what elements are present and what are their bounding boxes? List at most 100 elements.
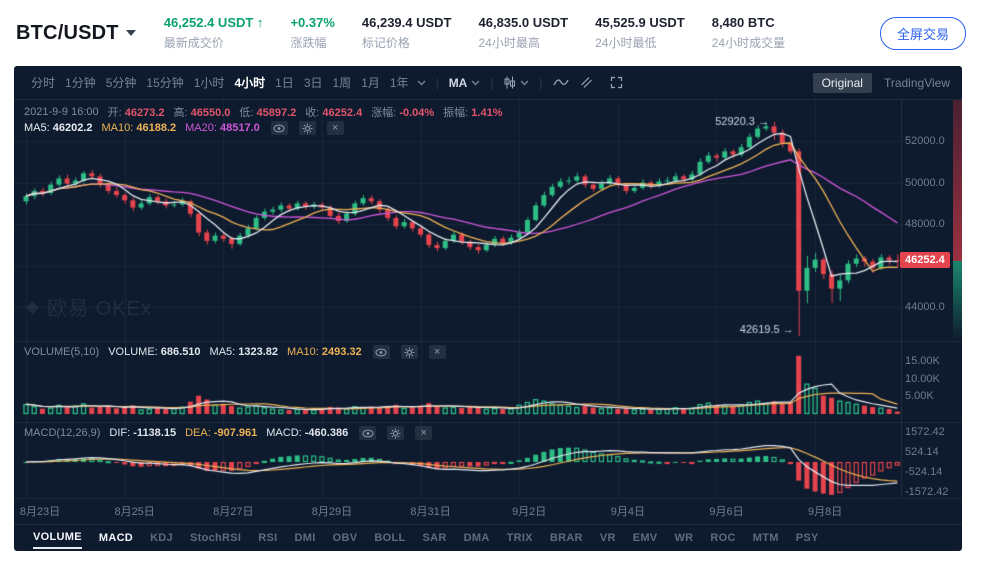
eye-icon[interactable]: [359, 426, 377, 440]
chart-type-dropdown[interactable]: [503, 76, 529, 89]
axis-tick-label: 52000.0: [905, 135, 945, 147]
legend-field: MA20: 48517.0: [185, 122, 260, 134]
indicator-line-icon[interactable]: [553, 78, 569, 87]
axis-tick-label: 8月29日: [311, 506, 353, 518]
tab-emv[interactable]: EMV: [632, 531, 658, 544]
stat-label: 24小时成交量: [711, 36, 786, 50]
chart-toolbar: 分时 1分钟 5分钟 15分钟 1小时 4小时 1日 3日 1周 1月 1年 | MA | | Or…: [14, 66, 962, 100]
timeframe-1分钟[interactable]: 1分钟: [65, 76, 96, 90]
axis-tick-label: 8月31日: [410, 506, 451, 518]
volume-legend: VOLUME(5,10) VOLUME: 686.510 MA5: 1323.82…: [24, 345, 446, 359]
tab-wr[interactable]: WR: [674, 531, 694, 544]
ma-legend: MA5: 46202.2 MA10: 46188.2 MA20: 48517.0 ×: [24, 121, 344, 135]
market-stat: 45,525.9 USDT 24小时最低: [595, 15, 685, 51]
stat-value: 46,252.4 USDT ↑: [163, 15, 264, 30]
market-stat: 46,252.4 USDT ↑ 最新成交价: [164, 15, 264, 51]
tab-trix[interactable]: TRIX: [506, 531, 533, 544]
chart-panel: 分时 1分钟 5分钟 15分钟 1小时 4小时 1日 3日 1周 1月 1年 | MA | | Or…: [14, 66, 962, 551]
ask-depth-band: [953, 100, 962, 261]
stat-label: 24小时最低: [595, 36, 657, 50]
market-stat: 8,480 BTC 24小时成交量: [712, 15, 785, 51]
chart-area: ◆ 欧易 OKEx 2021-9-9 16:00 开: 46273.2 高: 46…: [14, 100, 962, 524]
eye-icon[interactable]: [270, 121, 288, 135]
close-icon[interactable]: ×: [428, 345, 446, 359]
close-icon[interactable]: ×: [415, 426, 433, 440]
timeframe-1日[interactable]: 1日: [275, 76, 294, 90]
legend-field: 振幅: 1.41%: [443, 107, 503, 119]
toolbar-divider: |: [435, 75, 439, 90]
expand-chart-icon[interactable]: [610, 76, 623, 89]
market-stat: +0.37% 涨跌幅: [290, 15, 334, 51]
chart-mode-tradingview[interactable]: TradingView: [883, 75, 950, 90]
timeframe-dropdown[interactable]: [417, 80, 426, 86]
market-stat: 46,835.0 USDT 24小时最高: [479, 15, 569, 51]
timeframe-15分钟[interactable]: 15分钟: [146, 76, 184, 90]
tab-roc[interactable]: ROC: [710, 531, 736, 544]
tab-macd[interactable]: MACD: [98, 531, 134, 544]
axis-tick-label: 9月4日: [610, 506, 645, 518]
tab-kdj[interactable]: KDJ: [150, 531, 173, 544]
axis-tick-label: 8月25日: [114, 506, 155, 518]
legend-field: 高: 46550.0: [173, 107, 231, 119]
timeframe-分时[interactable]: 分时: [31, 76, 56, 90]
current-price-label: 46252.4: [900, 251, 950, 268]
legend-field: 涨幅: -0.04%: [371, 107, 435, 119]
timeframe-3日[interactable]: 3日: [303, 76, 323, 90]
close-icon[interactable]: ×: [326, 121, 344, 135]
market-stat: 46,239.4 USDT 标记价格: [362, 15, 452, 51]
tab-mtm[interactable]: MTM: [752, 531, 779, 544]
tab-vr[interactable]: VR: [599, 531, 616, 544]
tab-brar[interactable]: BRAR: [549, 531, 583, 544]
eye-icon[interactable]: [372, 345, 390, 359]
fullscreen-trade-button[interactable]: 全屏交易: [879, 16, 966, 50]
gear-icon[interactable]: [298, 121, 316, 135]
tab-sar[interactable]: SAR: [422, 531, 447, 544]
gear-icon[interactable]: [400, 345, 418, 359]
symbol-selector[interactable]: BTC/USDT: [16, 22, 136, 45]
timeframe-1周[interactable]: 1周: [332, 76, 352, 90]
axis-tick-label: 5.00K: [905, 390, 934, 403]
axis-tick-label: 524.14: [905, 445, 939, 458]
tab-dmi[interactable]: DMI: [294, 531, 316, 544]
stat-value: 46,835.0 USDT: [478, 15, 569, 30]
volume-indicator-title: VOLUME(5,10): [24, 346, 100, 358]
stat-value: 45,525.9 USDT: [595, 15, 685, 30]
timeframe-5分钟[interactable]: 5分钟: [105, 76, 137, 90]
stat-label: 标记价格: [361, 36, 410, 50]
bid-depth-band: [953, 261, 962, 338]
legend-field: 收: 46252.4: [305, 107, 363, 119]
stat-label: 最新成交价: [163, 36, 224, 50]
legend-field: DEA: -907.961: [185, 427, 258, 439]
tab-dma[interactable]: DMA: [463, 531, 490, 544]
timeframe-1小时[interactable]: 1小时: [193, 76, 225, 90]
axis-tick-label: -1572.42: [905, 486, 949, 499]
ma-dropdown[interactable]: MA: [449, 76, 481, 90]
ma-dropdown-label: MA: [448, 75, 468, 90]
axis-tick-label: 9月8日: [807, 506, 843, 518]
gear-icon[interactable]: [387, 426, 405, 440]
stat-value: 46,239.4 USDT: [361, 15, 452, 30]
tab-volume[interactable]: VOLUME: [33, 527, 82, 549]
okex-watermark: ◆ 欧易 OKEx: [26, 292, 152, 321]
pair-header: BTC/USDT 46,252.4 USDT ↑ 最新成交价 +0.37% 涨跌幅 46…: [0, 0, 986, 66]
chart-mode-original[interactable]: Original: [812, 72, 872, 93]
timeframe-1年[interactable]: 1年: [389, 76, 409, 90]
timeframe-1月[interactable]: 1月: [361, 76, 380, 90]
toolbar-divider: |: [490, 75, 494, 90]
tab-boll[interactable]: BOLL: [374, 531, 406, 544]
stat-label: 涨跌幅: [290, 36, 327, 50]
stat-value: +0.37%: [290, 15, 335, 30]
tab-psy[interactable]: PSY: [795, 531, 819, 544]
legend-field: MA5: 1323.82: [209, 346, 279, 358]
drawing-tools-icon[interactable]: [580, 76, 593, 89]
legend-field: MA10: 46188.2: [101, 122, 177, 134]
candlestick-chart-canvas[interactable]: [14, 100, 962, 524]
tab-rsi[interactable]: RSI: [258, 531, 278, 544]
pair-title: BTC/USDT: [16, 21, 119, 44]
axis-tick-label: 48000.0: [905, 218, 945, 231]
tab-obv[interactable]: OBV: [332, 531, 358, 544]
axis-tick-label: 10.00K: [905, 372, 940, 385]
timeframe-4小时[interactable]: 4小时: [234, 76, 266, 90]
tab-stochrsi[interactable]: StochRSI: [189, 531, 242, 544]
chevron-down-icon: [125, 30, 136, 36]
